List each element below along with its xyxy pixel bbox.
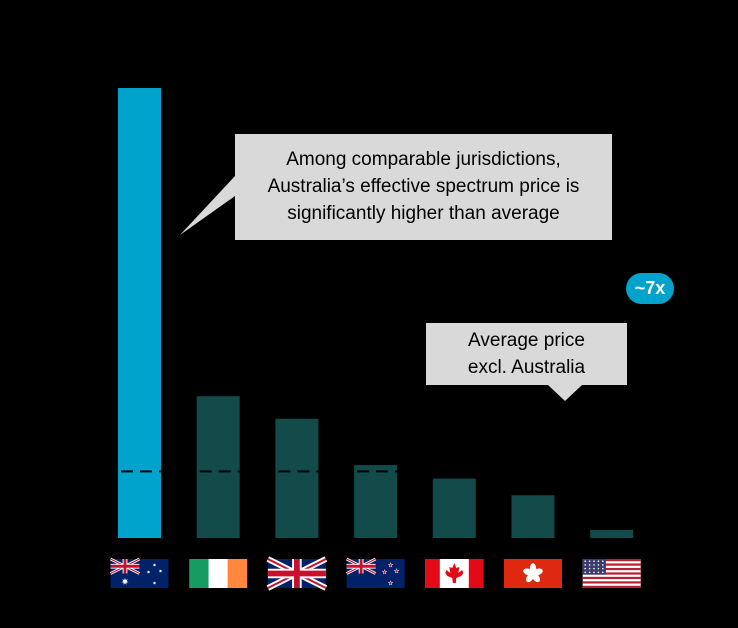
average-callout-line: excl. Australia xyxy=(467,357,586,378)
multiple-badge: ~7x xyxy=(626,273,674,304)
bar-united-states xyxy=(590,529,634,538)
bar-united-kingdom xyxy=(275,418,319,538)
callouts xyxy=(180,134,627,401)
usa-flag-icon xyxy=(582,559,641,588)
bar-ireland xyxy=(196,396,240,538)
flags xyxy=(109,556,641,591)
main-callout-line: significantly higher than average xyxy=(287,203,560,224)
main-callout-text: Among comparable jurisdictions, Australi… xyxy=(235,146,612,227)
australia-flag-icon xyxy=(109,557,169,588)
main-callout-line: Australia’s effective spectrum price is xyxy=(267,176,580,197)
average-callout-box xyxy=(426,323,627,401)
main-callout-box xyxy=(180,134,612,240)
hong-kong-flag-icon xyxy=(504,559,562,588)
bar-new-zealand xyxy=(354,465,398,538)
canada-flag-icon xyxy=(425,559,484,588)
uk-flag-icon xyxy=(266,556,328,591)
bar-australia xyxy=(118,88,161,538)
bar-canada xyxy=(432,478,476,538)
main-callout-line: Among comparable jurisdictions, xyxy=(286,149,561,170)
average-callout-text: Average price excl. Australia xyxy=(426,327,627,381)
bar-hong-kong xyxy=(511,495,555,538)
new-zealand-flag-icon xyxy=(345,557,405,588)
average-callout-line: Average price xyxy=(468,330,585,351)
ireland-flag-icon xyxy=(189,559,248,588)
bars xyxy=(118,88,634,538)
